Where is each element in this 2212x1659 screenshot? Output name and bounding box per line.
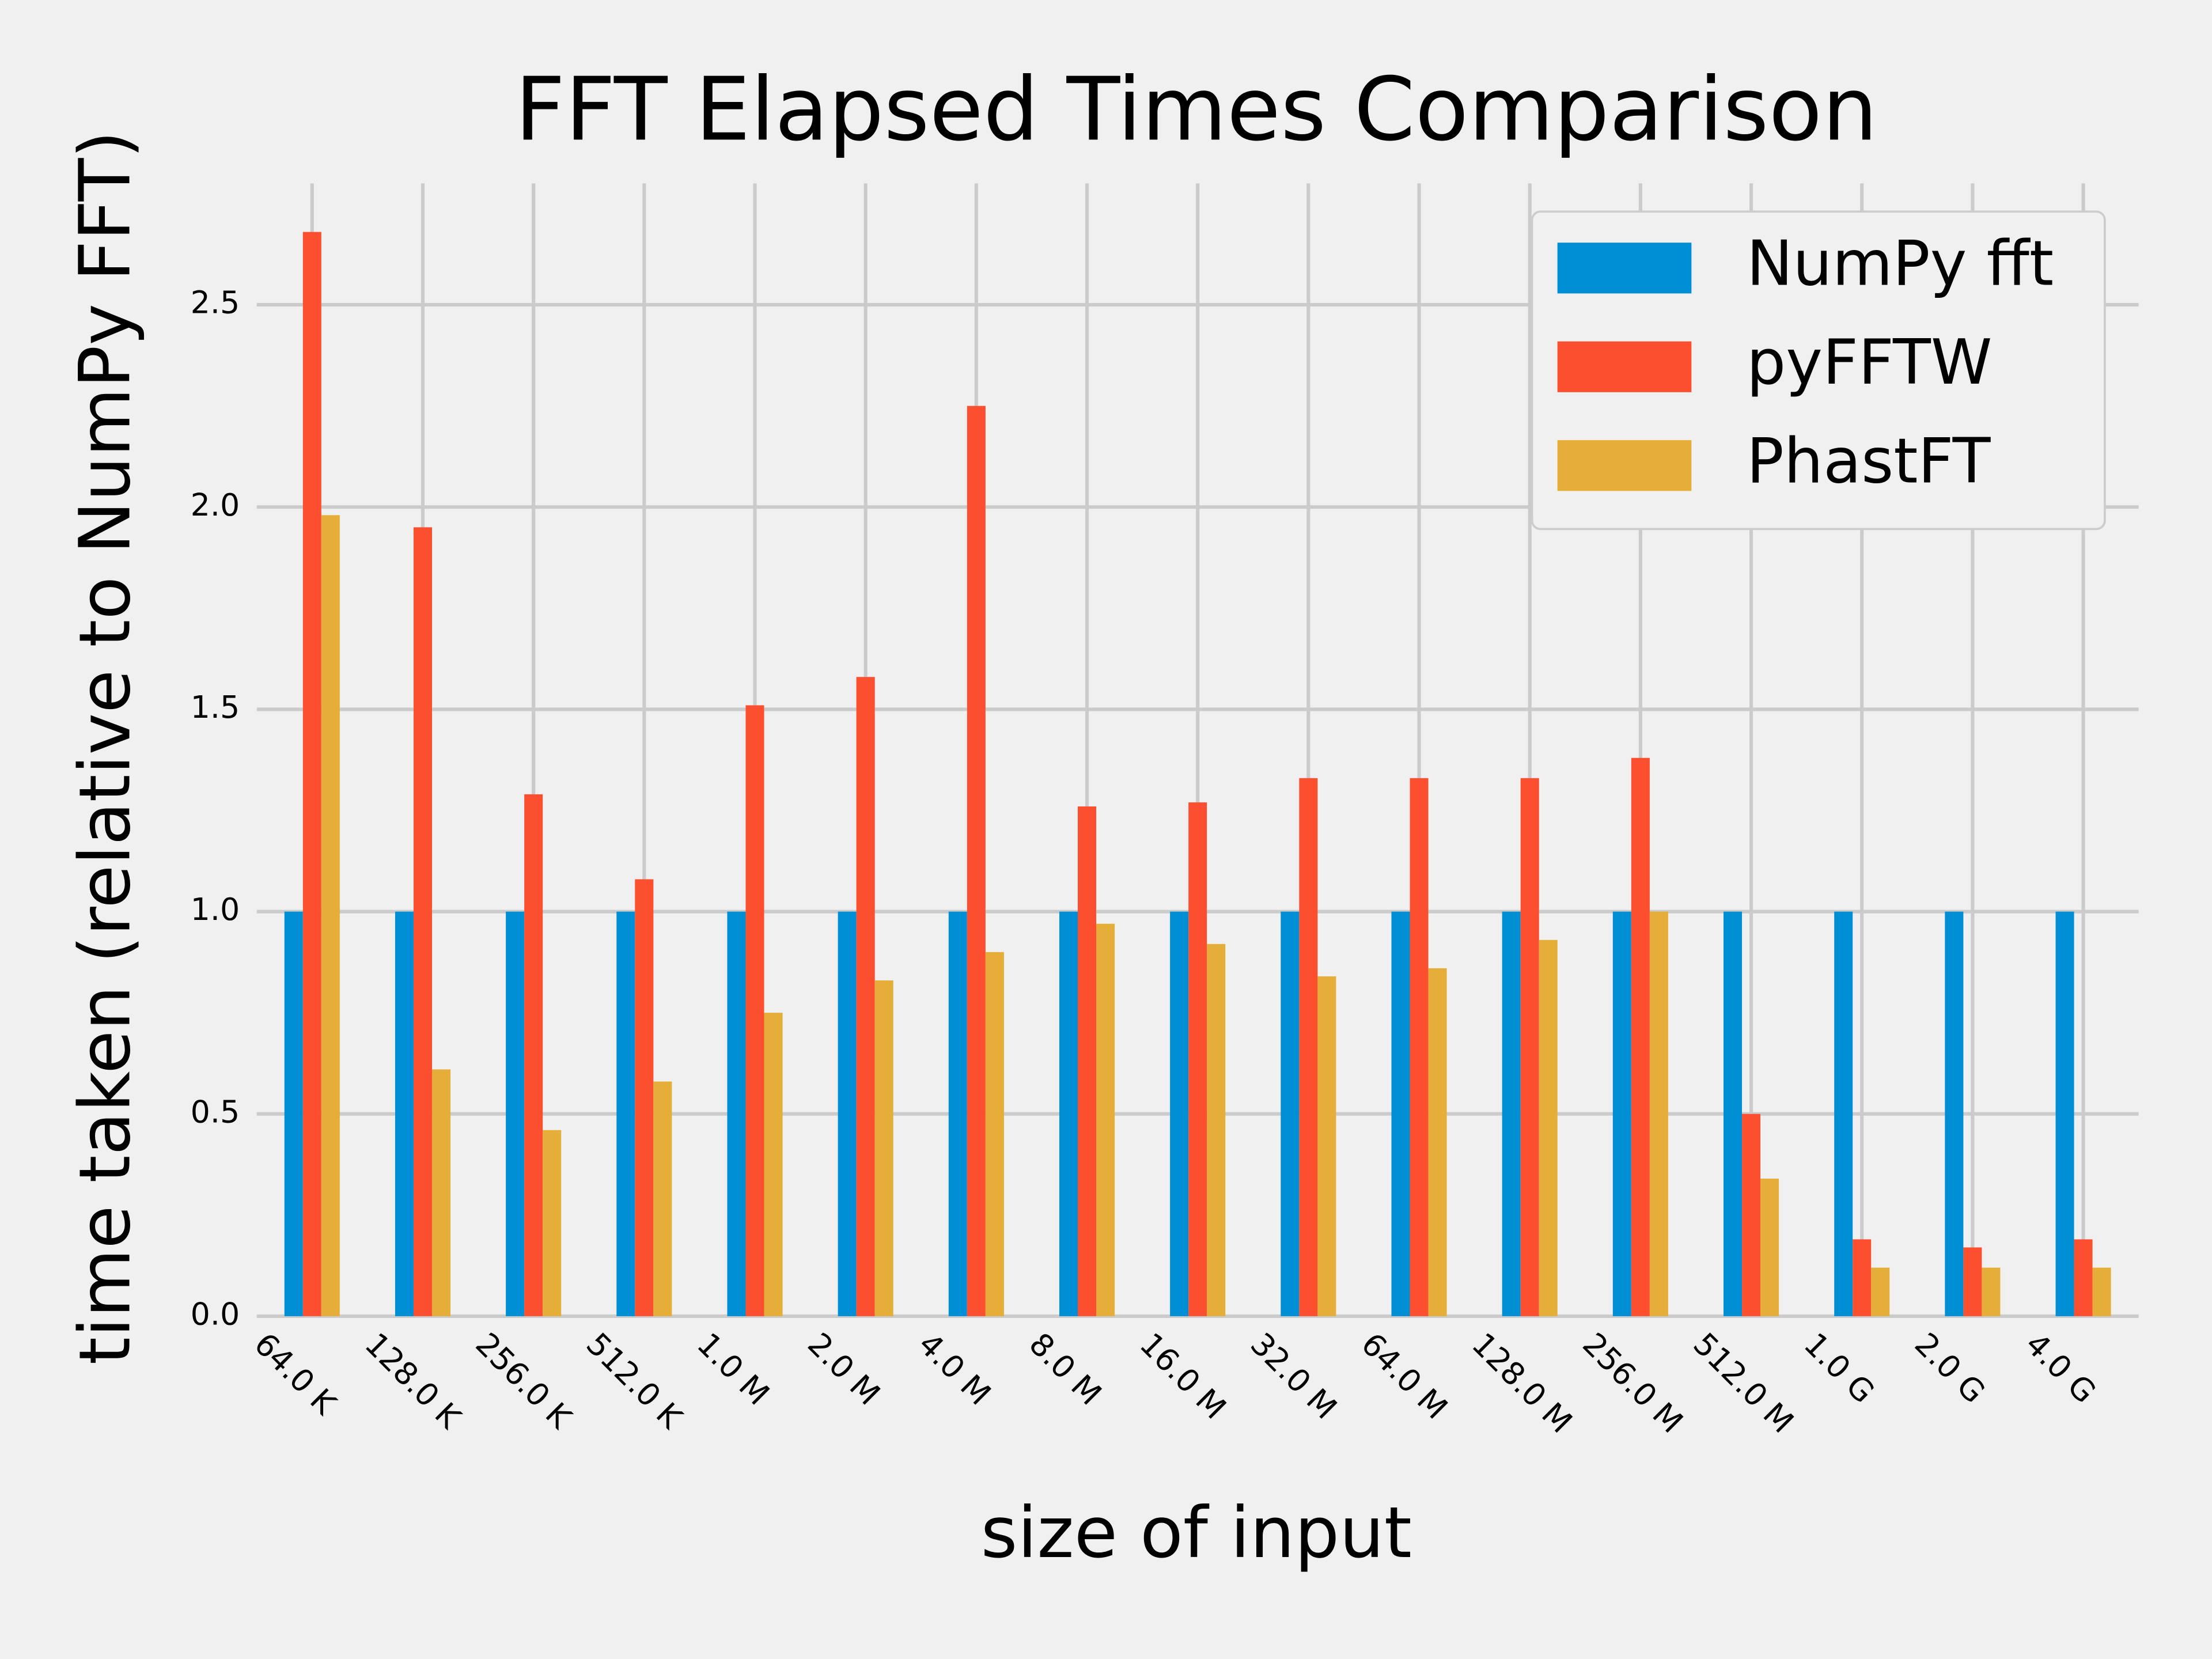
bar [1963,1247,1982,1316]
bar [302,232,321,1316]
bar [1299,778,1318,1316]
legend-label: NumPy fft [1747,228,2054,300]
bar [524,794,543,1316]
bar [727,911,746,1316]
bar [1391,911,1410,1316]
bar [1760,1179,1779,1316]
bar [413,527,432,1316]
bar [856,677,875,1316]
legend-swatch [1557,440,1692,491]
bar [1502,911,1521,1316]
bar [284,911,303,1316]
bar [2092,1267,2111,1316]
bar [1612,911,1631,1316]
bar [1742,1113,1761,1316]
bar [764,1013,783,1316]
x-axis-label: size of input [981,1491,1412,1574]
y-tick-label: 2.5 [191,285,240,321]
bar [1317,976,1336,1316]
bar-layer [284,232,2111,1316]
bar [1982,1267,2001,1316]
y-tick-label: 0.0 [191,1296,240,1332]
bar [2074,1239,2093,1316]
bar [967,406,986,1316]
bar [874,980,893,1316]
bar [1410,778,1429,1316]
y-tick-label: 1.5 [191,689,240,725]
y-tick-label: 0.5 [191,1093,240,1130]
bar [1520,778,1539,1316]
bar [985,952,1004,1316]
bar [616,911,635,1316]
y-tick-label: 2.0 [191,487,240,523]
bar [1428,968,1447,1316]
bar [1853,1239,1872,1316]
legend-label: PhastFT [1747,425,1991,497]
bar [635,879,654,1316]
bar [1834,911,1853,1316]
bar [1170,911,1189,1316]
bar [1539,940,1558,1316]
legend-swatch [1557,243,1692,294]
bar [2055,911,2074,1316]
bar [1945,911,1964,1316]
bar [321,515,340,1316]
bar [543,1130,562,1316]
bar [1724,911,1743,1316]
bar [1096,923,1115,1316]
bar [1077,806,1097,1316]
legend: NumPy fft pyFFTW PhastFT [1531,210,2106,531]
bar [1649,911,1668,1316]
bar [1281,911,1300,1316]
y-tick-label: 1.0 [191,891,240,927]
bar [1188,802,1207,1316]
bar [1207,944,1226,1316]
bar [745,705,764,1316]
bar [1631,757,1650,1316]
bar [1871,1267,1890,1316]
bar [838,911,857,1316]
bar [653,1081,672,1316]
bar [506,911,525,1316]
bar [1059,911,1078,1316]
legend-swatch [1557,341,1692,392]
bar [948,911,967,1316]
chart-title: FFT Elapsed Times Comparison [515,58,1878,160]
bar [395,911,414,1316]
legend-label: pyFFTW [1747,327,1993,399]
y-axis-label: time taken (relative to NumPy FFT) [64,131,146,1365]
bar [431,1069,451,1316]
